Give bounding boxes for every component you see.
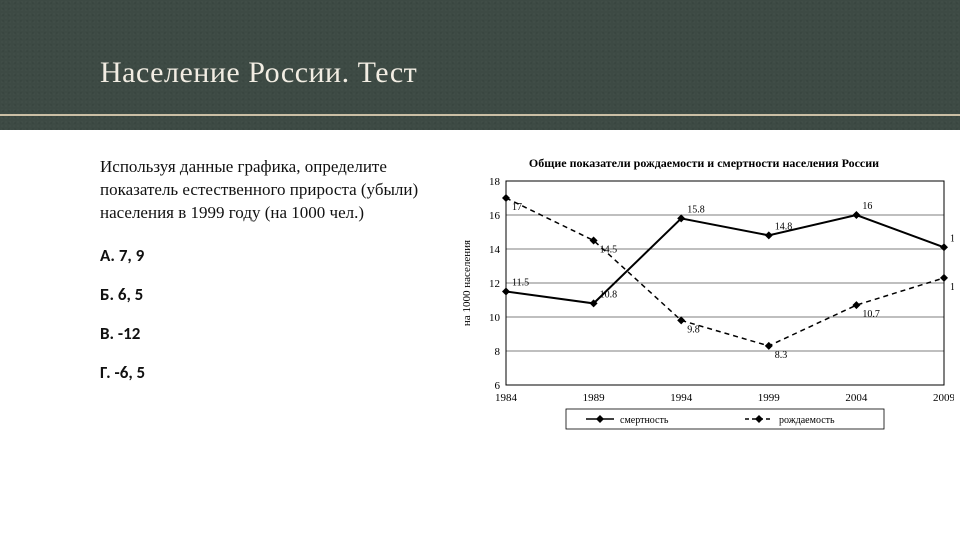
svg-text:1989: 1989 <box>583 392 606 404</box>
chart-container: Общие показатели рождаемости и смертност… <box>454 156 954 433</box>
svg-text:14: 14 <box>489 244 501 256</box>
answer-option: А. 7, 9 <box>100 245 430 266</box>
svg-text:смертность: смертность <box>620 415 669 426</box>
question-column: Используя данные графика, определите пок… <box>100 156 430 433</box>
svg-text:12: 12 <box>489 278 500 290</box>
svg-text:12.3: 12.3 <box>950 282 954 293</box>
answer-letter: Б. <box>100 284 114 305</box>
svg-text:9.8: 9.8 <box>687 324 700 335</box>
answer-value: 7, 9 <box>119 245 144 266</box>
answer-letter: А. <box>100 245 115 266</box>
answer-option: Б. 6, 5 <box>100 284 430 305</box>
svg-text:14.5: 14.5 <box>600 245 618 256</box>
answer-value: -6, 5 <box>115 362 146 383</box>
answer-option: В. -12 <box>100 323 430 344</box>
svg-text:10.7: 10.7 <box>862 309 880 320</box>
answer-value: 6, 5 <box>118 284 143 305</box>
svg-text:10: 10 <box>489 312 501 324</box>
svg-text:1994: 1994 <box>670 392 693 404</box>
answer-letter: В. <box>100 323 114 344</box>
svg-text:15.8: 15.8 <box>687 204 705 215</box>
svg-text:10.8: 10.8 <box>600 289 618 300</box>
svg-text:рождаемость: рождаемость <box>779 415 835 426</box>
svg-text:14.8: 14.8 <box>775 221 793 232</box>
line-chart: 6 8 10 12 14 16 18 1984 1989 1994 1999 2004 2009 на 1… <box>454 173 954 433</box>
svg-text:8: 8 <box>495 346 501 358</box>
chart-title: Общие показатели рождаемости и смертност… <box>454 156 954 171</box>
title-band: Население России. Тест <box>0 0 960 130</box>
answer-letter: Г. <box>100 362 111 383</box>
page-title: Население России. Тест <box>100 56 960 90</box>
svg-text:1984: 1984 <box>495 392 518 404</box>
svg-text:14.1: 14.1 <box>950 233 954 244</box>
answer-value: -12 <box>118 323 140 344</box>
svg-text:8.3: 8.3 <box>775 350 788 361</box>
svg-text:1999: 1999 <box>758 392 781 404</box>
svg-text:2009: 2009 <box>933 392 954 404</box>
svg-text:11.5: 11.5 <box>512 278 529 289</box>
svg-text:на 1000 населения: на 1000 населения <box>461 240 473 326</box>
svg-text:2004: 2004 <box>845 392 868 404</box>
svg-text:18: 18 <box>489 176 501 188</box>
answer-list: А. 7, 9 Б. 6, 5 В. -12 Г. -6, 5 <box>100 245 430 383</box>
content-area: Используя данные графика, определите пок… <box>0 130 960 433</box>
svg-text:16: 16 <box>489 210 501 222</box>
question-text: Используя данные графика, определите пок… <box>100 156 430 225</box>
svg-text:17: 17 <box>512 202 522 213</box>
svg-text:16: 16 <box>862 201 872 212</box>
answer-option: Г. -6, 5 <box>100 362 430 383</box>
svg-text:6: 6 <box>495 380 501 392</box>
